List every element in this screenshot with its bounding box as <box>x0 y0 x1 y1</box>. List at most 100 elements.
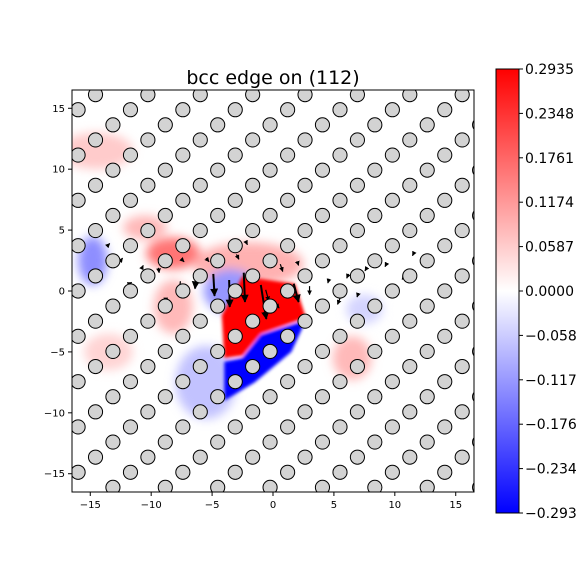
atom <box>297 177 313 193</box>
atom <box>210 253 226 269</box>
atom <box>297 358 313 375</box>
atom <box>210 479 226 492</box>
atom <box>280 192 296 208</box>
atom <box>472 165 474 176</box>
atom <box>105 298 121 314</box>
atom <box>227 192 243 208</box>
atom <box>402 404 418 420</box>
atom <box>314 253 331 269</box>
atom <box>245 313 261 329</box>
atom <box>53 72 67 86</box>
atom <box>122 238 139 254</box>
atom <box>227 374 243 390</box>
atom <box>87 313 104 329</box>
atom <box>384 147 400 163</box>
atom <box>192 223 208 239</box>
atom <box>210 207 226 224</box>
atom <box>53 435 67 449</box>
atom <box>157 343 173 359</box>
displacement-arrow <box>384 261 390 268</box>
atom <box>367 162 383 178</box>
atom <box>332 328 348 344</box>
y-tick-label: 5 <box>59 226 65 237</box>
displacement-arrow <box>118 257 124 264</box>
atom <box>140 223 156 239</box>
atom <box>402 313 418 329</box>
atom <box>122 419 139 435</box>
atom <box>402 358 418 375</box>
colorbar-gradient <box>495 68 520 514</box>
atom <box>245 223 261 239</box>
atom <box>140 313 156 329</box>
y-tick-label: 15 <box>52 104 65 115</box>
colorbar-tick-label: 0.1174 <box>525 195 574 211</box>
atom <box>192 90 208 103</box>
atom <box>419 207 435 224</box>
atom <box>227 102 243 118</box>
atom <box>367 479 383 492</box>
atom <box>122 374 139 390</box>
displacement-arrow <box>139 264 144 271</box>
atom <box>105 117 121 133</box>
atom <box>384 102 400 118</box>
plot-area: −15 −10 −5 0 5 10 15 −15 −10 −5 0 5 10 15 <box>44 72 475 511</box>
colorbar-tick-label: 0.1761 <box>525 151 574 167</box>
atom <box>419 389 435 405</box>
atom <box>367 389 383 405</box>
atom <box>402 177 418 193</box>
atom <box>419 434 435 450</box>
atom <box>87 132 104 148</box>
atom <box>419 298 435 314</box>
atom <box>210 298 226 314</box>
atom <box>157 434 173 450</box>
atom <box>192 177 208 193</box>
atom <box>262 389 278 405</box>
atom <box>210 434 226 450</box>
atom <box>122 147 139 163</box>
atom <box>210 343 226 359</box>
atom <box>384 419 400 435</box>
atom <box>314 162 331 178</box>
displacement-arrow <box>336 298 342 305</box>
atom <box>314 343 331 359</box>
atom <box>332 238 348 254</box>
atom <box>437 419 453 435</box>
atom <box>367 434 383 450</box>
colorbar-tick-label: 0.2348 <box>525 106 574 122</box>
atom <box>227 464 243 480</box>
atom <box>246 495 260 509</box>
atom <box>157 479 173 492</box>
atom <box>472 119 474 130</box>
atom <box>245 404 261 420</box>
displacement-arrow <box>179 257 185 263</box>
atom <box>87 358 104 375</box>
x-tick-label: −15 <box>80 500 101 511</box>
atom <box>419 117 435 133</box>
atom <box>297 223 313 239</box>
atom <box>175 464 191 480</box>
atom <box>402 449 418 465</box>
atom <box>175 192 191 208</box>
atom <box>192 132 208 148</box>
atom <box>157 298 173 314</box>
atom <box>349 177 365 193</box>
atom <box>419 253 435 269</box>
atom <box>72 374 86 390</box>
atom <box>472 255 474 266</box>
x-tick-label: 5 <box>331 500 337 511</box>
atom <box>349 358 365 375</box>
atom <box>332 192 348 208</box>
atom <box>332 147 348 163</box>
atom <box>472 391 474 402</box>
y-tick-label: 0 <box>59 287 65 298</box>
atom <box>140 358 156 375</box>
atom <box>175 328 191 344</box>
y-tick-label: 10 <box>52 165 65 176</box>
atom <box>192 358 208 375</box>
atom <box>245 90 261 103</box>
atom <box>332 419 348 435</box>
colorbar: 0.2935 0.2348 0.1761 0.1174 0.0587 0.0000 −0.0… <box>495 62 576 522</box>
atom <box>87 223 104 239</box>
atom <box>122 283 139 299</box>
